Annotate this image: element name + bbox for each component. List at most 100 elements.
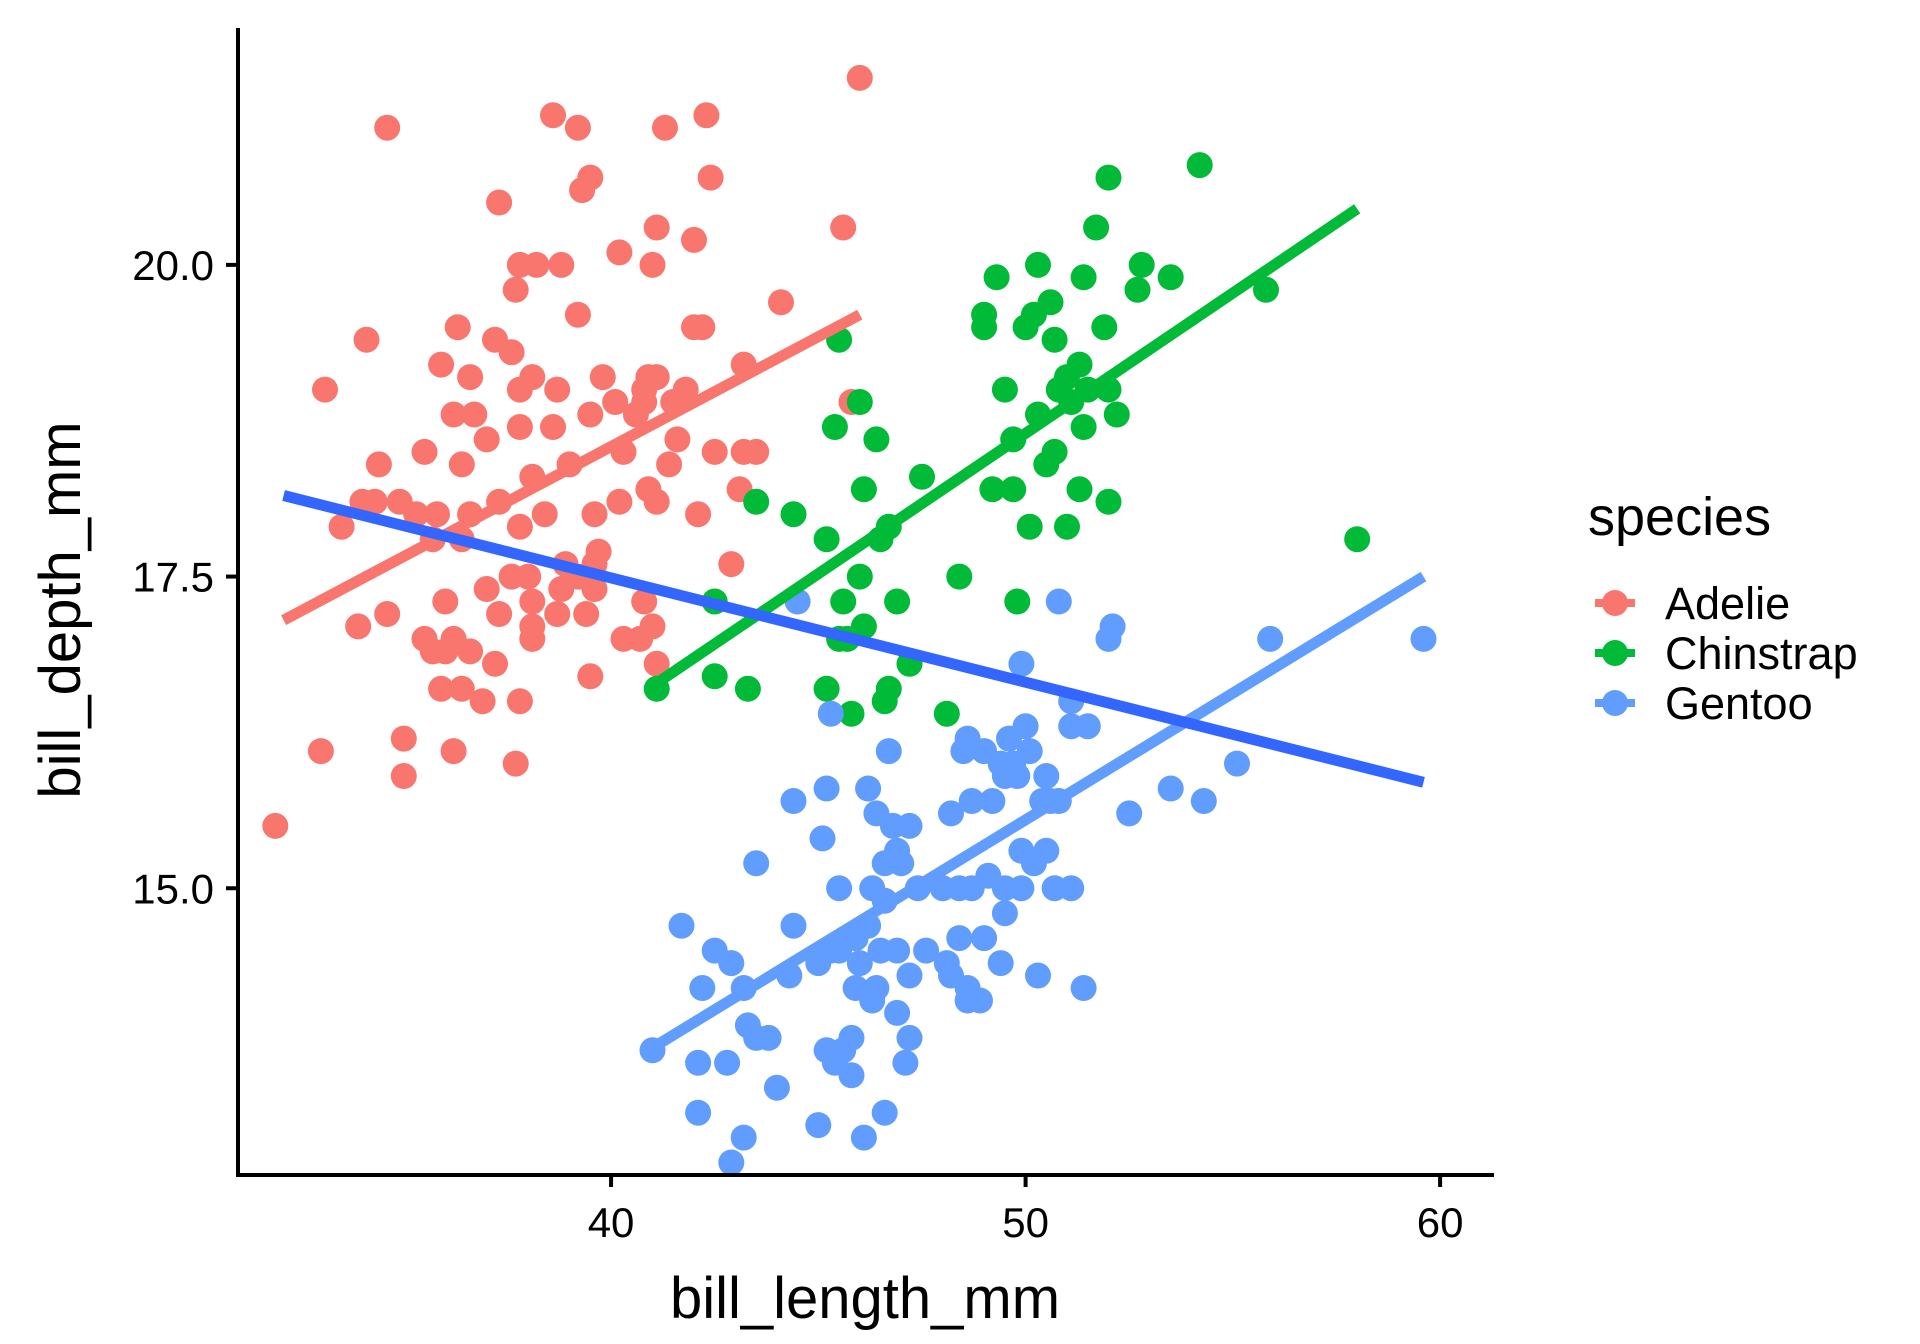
point-adelie [428,351,455,378]
point-gentoo [846,950,873,977]
point-gentoo [1224,750,1250,777]
point-adelie [643,488,670,515]
point-adelie [581,501,608,528]
point-chinstrap [1012,314,1039,341]
point-gentoo [755,1024,782,1051]
point-adelie [502,750,529,777]
x-tick-label: 40 [588,1199,635,1246]
point-adelie [544,601,571,627]
point-adelie [627,625,654,652]
legend-key-point [1602,590,1628,616]
point-gentoo [1008,875,1035,902]
point-adelie [540,102,566,129]
point-chinstrap [743,488,770,515]
point-gentoo [991,763,1018,789]
point-gentoo [1070,975,1097,1001]
point-gentoo [743,850,770,877]
point-gentoo [979,788,1006,814]
point-gentoo [859,987,886,1014]
point-adelie [693,102,720,129]
point-chinstrap [850,476,877,503]
point-chinstrap [734,675,761,702]
point-gentoo [991,900,1018,927]
point-chinstrap [813,526,840,553]
point-gentoo [1058,875,1085,902]
point-adelie [345,613,372,640]
point-gentoo [668,912,695,939]
point-adelie [444,314,471,341]
point-gentoo [855,775,882,802]
point-adelie [448,675,475,702]
point-gentoo [780,912,807,939]
point-gentoo [896,812,923,839]
point-gentoo [888,850,915,877]
point-gentoo [838,1024,865,1051]
point-adelie [506,414,533,440]
point-gentoo [714,1049,741,1076]
point-adelie [498,563,525,590]
point-adelie [631,588,658,615]
point-chinstrap [1091,314,1118,341]
point-gentoo [875,738,902,765]
point-chinstrap [909,463,935,490]
point-adelie [743,438,770,465]
point-gentoo [913,937,940,964]
point-adelie [652,114,678,141]
point-adelie [830,214,857,241]
point-adelie [577,401,604,428]
y-tick-label: 17.5 [132,554,214,601]
point-adelie [506,376,533,403]
point-gentoo [1016,738,1043,765]
point-gentoo [996,725,1022,752]
point-adelie [353,326,380,353]
point-adelie [506,513,533,540]
point-chinstrap [850,613,877,640]
point-adelie [440,401,467,428]
point-adelie [643,650,670,677]
point-gentoo [685,1099,712,1126]
point-chinstrap [1083,214,1110,241]
point-adelie [390,725,417,752]
point-adelie [564,301,591,328]
point-adelie [577,663,604,690]
series-adelie [262,64,873,839]
point-gentoo [884,999,911,1026]
legend-item-gentoo: Gentoo [1595,678,1813,729]
point-chinstrap [701,663,728,690]
point-adelie [498,339,525,366]
point-adelie [622,401,649,428]
point-adelie [718,551,745,578]
point-adelie [544,376,571,403]
point-adelie [390,763,417,789]
point-adelie [486,601,513,627]
point-chinstrap [1124,276,1151,303]
point-adelie [639,251,666,278]
point-adelie [448,451,475,478]
point-gentoo [884,937,911,964]
point-gentoo [871,1099,898,1126]
point-gentoo [718,950,745,977]
point-gentoo [1116,800,1143,827]
point-adelie [523,251,550,278]
point-gentoo [950,738,977,765]
point-adelie [457,638,484,665]
point-gentoo [1008,650,1035,677]
point-adelie [589,364,616,391]
point-chinstrap [821,414,848,440]
point-gentoo [1190,788,1217,814]
x-tick-label: 60 [1417,1199,1464,1246]
point-adelie [540,414,566,440]
trend-line-chinstrap [645,204,1361,694]
point-chinstrap [813,675,840,702]
point-chinstrap [780,501,807,528]
point-adelie [411,438,438,465]
point-chinstrap [1157,264,1184,291]
point-chinstrap [1066,476,1093,503]
point-chinstrap [1344,526,1371,553]
y-tick-label: 15.0 [132,865,214,912]
point-adelie [482,650,508,677]
point-adelie [606,239,633,266]
point-adelie [685,501,712,528]
